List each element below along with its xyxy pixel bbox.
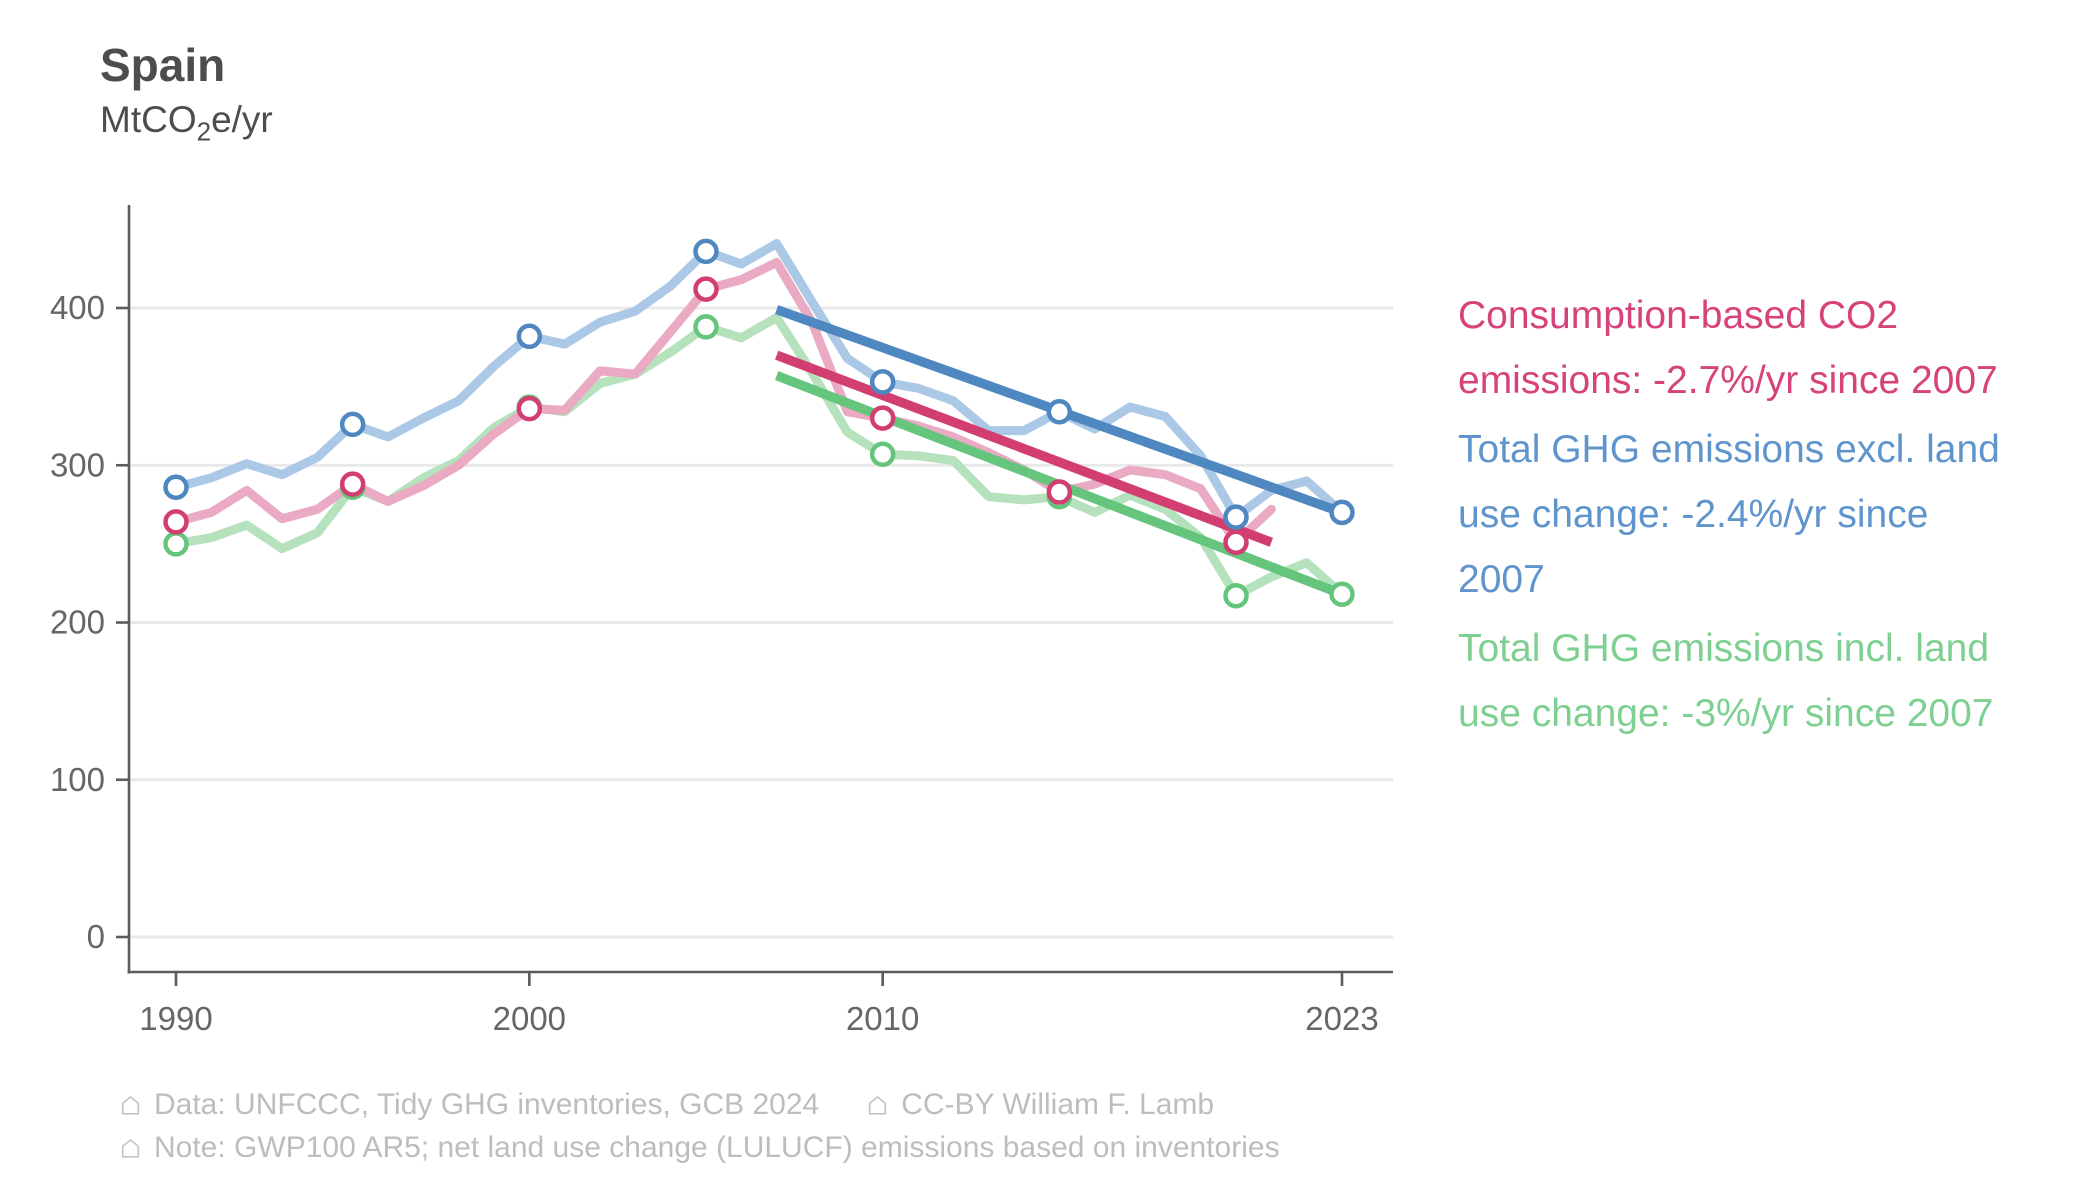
legend-line: emissions: -2.7%/yr since 2007 (1458, 359, 1998, 402)
house-icon (121, 1138, 140, 1158)
marker-ghg-excl-lulucf-2000 (516, 323, 543, 350)
chart-footer: Data: UNFCCC, Tidy GHG inventories, GCB … (118, 1088, 1326, 1174)
marker-ghg-incl-lulucf-2023 (1329, 581, 1355, 607)
legend-line: use change: -3%/yr since 2007 (1458, 692, 1994, 735)
x-tick-label: 2023 (1305, 1000, 1378, 1037)
marker-consumption-co2-2020 (1223, 529, 1249, 556)
marker-ghg-incl-lulucf-1990 (163, 531, 189, 557)
marker-consumption-co2-2010 (869, 405, 896, 431)
x-tick-label: 2010 (846, 1000, 919, 1037)
chart-header: Spain MtCO2e/yr (100, 38, 273, 155)
legend-line: Consumption-based CO2 (1458, 294, 1899, 337)
marker-ghg-excl-lulucf-2005 (693, 238, 719, 265)
marker-consumption-co2-1995 (339, 471, 366, 497)
house-icon (869, 1095, 887, 1115)
legend-line: use change: -2.4%/yr since (1458, 493, 1929, 536)
marker-ghg-excl-lulucf-2023 (1329, 499, 1355, 526)
legend-entry-ghg-incl-lulucf: Total GHG emissions incl. land use chang… (1458, 616, 2043, 746)
legend-entry-consumption-co2: Consumption-based CO2 emissions: -2.7%/y… (1458, 283, 2043, 413)
x-tick-label: 2000 (493, 1000, 566, 1037)
marker-ghg-excl-lulucf-2020 (1223, 504, 1249, 530)
footer-line-1: Data: UNFCCC, Tidy GHG inventories, GCB … (118, 1088, 1326, 1122)
series-line-ghg-excl-lulucf (171, 239, 1347, 522)
marker-consumption-co2-2000 (516, 395, 543, 422)
chart-units-subtitle: MtCO2e/yr (100, 99, 273, 147)
legend-line: Total GHG emissions incl. land (1458, 627, 1990, 670)
footer-data-source: Data: UNFCCC, Tidy GHG inventories, GCB … (118, 1088, 819, 1122)
house-icon (121, 1095, 140, 1115)
legend-entry-ghg-excl-lulucf: Total GHG emissions excl. land use chang… (1458, 417, 2043, 612)
y-tick-label: 400 (50, 289, 105, 326)
marker-consumption-co2-1990 (163, 509, 189, 535)
marker-consumption-co2-2015 (1046, 479, 1073, 505)
series-line-ghg-incl-lulucf (171, 312, 1347, 601)
marker-ghg-incl-lulucf-2010 (869, 441, 896, 467)
legend-line: 2007 (1458, 558, 1545, 601)
page-title: Spain (100, 39, 226, 91)
y-tick-label: 100 (50, 761, 105, 798)
marker-consumption-co2-2005 (693, 276, 719, 302)
marker-ghg-incl-lulucf-2005 (693, 314, 719, 340)
marker-ghg-excl-lulucf-1990 (163, 474, 189, 501)
footer-license: CC-BY William F. Lamb (865, 1088, 1214, 1122)
y-tick-label: 0 (87, 918, 105, 955)
chart-legend: Consumption-based CO2 emissions: -2.7%/y… (1458, 283, 2043, 750)
marker-ghg-excl-lulucf-1995 (339, 411, 366, 438)
trend-line-consumption-co2 (774, 350, 1274, 547)
y-tick-label: 200 (50, 604, 105, 641)
marker-ghg-excl-lulucf-2010 (869, 369, 896, 395)
footer-line-2: Note: GWP100 AR5; net land use change (L… (118, 1131, 1326, 1165)
marker-ghg-incl-lulucf-2020 (1223, 583, 1249, 609)
legend-line: Total GHG emissions excl. land (1458, 428, 2000, 471)
x-tick-label: 1990 (139, 1000, 212, 1037)
footer-note: Note: GWP100 AR5; net land use change (L… (118, 1131, 1280, 1165)
y-tick-label: 300 (50, 446, 105, 483)
marker-ghg-excl-lulucf-2015 (1046, 399, 1073, 425)
